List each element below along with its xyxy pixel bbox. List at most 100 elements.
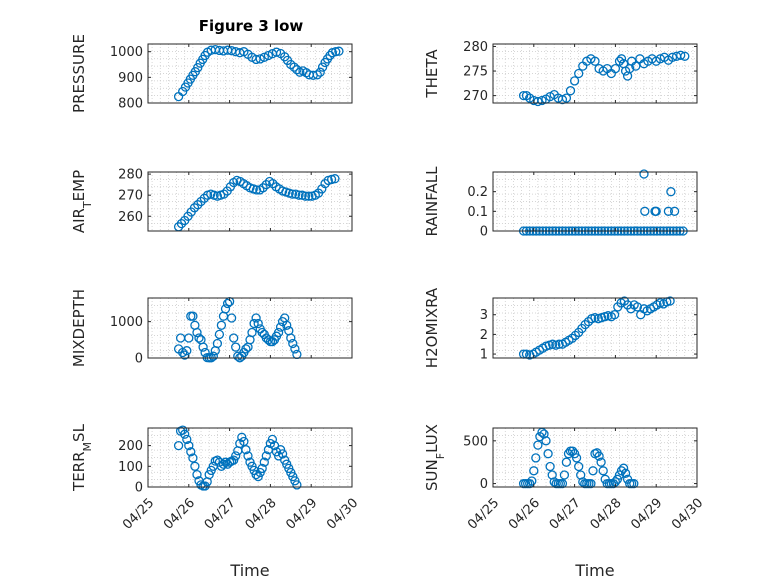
data-point bbox=[178, 347, 188, 358]
y-tick-label: 2 bbox=[480, 328, 488, 343]
y-tick-label: 0 bbox=[480, 225, 488, 240]
data-point bbox=[251, 313, 261, 323]
data-point bbox=[539, 429, 549, 439]
data-point bbox=[334, 46, 344, 56]
data-point bbox=[559, 470, 570, 480]
x-axis-label: Time bbox=[229, 561, 269, 580]
y-tick-label: 270 bbox=[118, 189, 143, 204]
data-point bbox=[267, 434, 278, 445]
data-point bbox=[541, 436, 551, 446]
data-point bbox=[527, 476, 537, 486]
y-tick-label: 280 bbox=[463, 40, 488, 55]
data-point bbox=[667, 52, 678, 62]
data-point bbox=[271, 47, 282, 57]
data-point bbox=[188, 453, 198, 463]
data-point bbox=[286, 333, 296, 343]
y-tick-label: 1 bbox=[480, 348, 488, 363]
data-point bbox=[543, 449, 553, 459]
data-point bbox=[537, 95, 547, 106]
data-point bbox=[243, 451, 253, 461]
data-point bbox=[651, 206, 661, 216]
y-tick-label: 0.1 bbox=[467, 205, 488, 220]
data-point bbox=[247, 327, 257, 338]
data-point bbox=[557, 478, 568, 489]
data-point bbox=[529, 466, 539, 476]
data-point bbox=[190, 461, 200, 471]
x-tick-label: 04/29 bbox=[628, 496, 665, 533]
data-point bbox=[241, 445, 251, 455]
data-point bbox=[231, 451, 241, 461]
y-axis-label: TERRMSL bbox=[70, 423, 94, 492]
subplot-4: 0 0.1 0.2 RAINFALL bbox=[423, 166, 698, 240]
data-point bbox=[610, 63, 621, 74]
data-point bbox=[294, 190, 304, 200]
data-point bbox=[618, 463, 629, 473]
y-axis-label: RAINFALL bbox=[423, 166, 441, 237]
data-point bbox=[620, 468, 631, 478]
data-point bbox=[312, 70, 322, 80]
data-point bbox=[231, 342, 241, 352]
data-point bbox=[289, 62, 299, 72]
data-point bbox=[258, 183, 268, 193]
data-point bbox=[666, 187, 676, 197]
data-point bbox=[249, 318, 259, 329]
data-point bbox=[222, 298, 233, 309]
y-axis-label: H2OMIXRA bbox=[423, 287, 441, 368]
subplot-3: 260 270 280 AIRTEMP bbox=[70, 168, 353, 233]
data-points bbox=[518, 427, 639, 489]
data-point bbox=[639, 169, 649, 179]
axes-box bbox=[147, 297, 353, 359]
data-point bbox=[273, 327, 284, 338]
x-tick-label: 04/28 bbox=[588, 496, 625, 533]
subplot-8: 0 500 04/25 04/26 04/27 04/28 04/29 04/30 SUNFLU… bbox=[423, 424, 706, 580]
x-axis-label: Time bbox=[574, 561, 614, 580]
data-point bbox=[251, 54, 261, 65]
axes-box bbox=[492, 171, 698, 232]
data-point bbox=[176, 218, 187, 229]
data-point bbox=[182, 346, 192, 356]
data-point bbox=[192, 469, 202, 480]
x-tick-label: 04/30 bbox=[324, 496, 361, 533]
data-point bbox=[214, 329, 225, 340]
data-point bbox=[239, 436, 249, 447]
y-tick-label: 1000 bbox=[110, 315, 143, 330]
y-tick-label: 280 bbox=[118, 168, 143, 183]
data-point bbox=[173, 440, 184, 451]
y-axis-label: AIRTEMP bbox=[70, 170, 94, 233]
data-point bbox=[275, 322, 286, 332]
x-tick-label: 04/25 bbox=[120, 496, 157, 533]
x-tick-label: 04/27 bbox=[547, 496, 584, 533]
data-points bbox=[173, 296, 302, 363]
figure-title: Figure 3 low bbox=[199, 17, 304, 35]
y-tick-label: 200 bbox=[118, 439, 143, 454]
data-point bbox=[315, 67, 325, 77]
data-point bbox=[561, 457, 572, 467]
y-tick-label: 500 bbox=[463, 434, 488, 449]
data-point bbox=[317, 62, 328, 72]
data-point bbox=[631, 61, 641, 71]
axes-box bbox=[147, 427, 353, 488]
data-point bbox=[596, 457, 606, 467]
y-tick-label: 0.2 bbox=[467, 185, 488, 200]
data-point bbox=[292, 480, 302, 490]
data-point bbox=[186, 447, 196, 457]
data-point bbox=[216, 320, 227, 330]
data-point bbox=[330, 174, 340, 184]
data-point bbox=[180, 429, 190, 439]
data-point bbox=[598, 466, 608, 476]
data-point bbox=[557, 94, 568, 105]
axes-box bbox=[492, 43, 698, 104]
data-point bbox=[275, 445, 286, 455]
data-point bbox=[290, 344, 300, 354]
y-tick-label: 0 bbox=[480, 477, 488, 492]
y-tick-label: 260 bbox=[118, 210, 143, 225]
axes-box bbox=[492, 427, 698, 488]
subplot-6: 1 2 3 H2OMIXRA bbox=[423, 287, 698, 368]
data-point bbox=[547, 470, 557, 480]
data-point bbox=[192, 327, 202, 338]
data-point bbox=[259, 52, 269, 62]
y-tick-label: 100 bbox=[118, 460, 143, 475]
y-axis-label: PRESSURE bbox=[70, 34, 88, 113]
data-point bbox=[632, 302, 643, 312]
subplot-2: 270 275 280 THETA bbox=[423, 40, 698, 107]
